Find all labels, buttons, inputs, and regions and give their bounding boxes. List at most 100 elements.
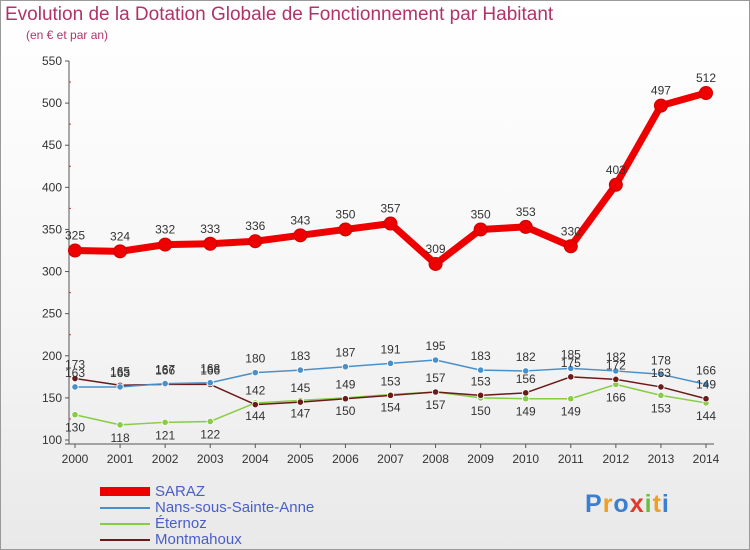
x-tick-label: 2000 bbox=[62, 452, 89, 466]
data-label: 149 bbox=[516, 405, 536, 419]
data-label: 182 bbox=[606, 350, 626, 364]
data-label: 163 bbox=[110, 366, 130, 380]
data-label: 173 bbox=[65, 358, 85, 372]
data-point bbox=[657, 383, 665, 391]
data-point bbox=[428, 256, 443, 271]
data-label: 309 bbox=[426, 242, 446, 256]
logo-letter: P bbox=[585, 490, 603, 518]
y-tick-label: 550 bbox=[42, 54, 62, 68]
data-point bbox=[206, 417, 214, 426]
data-label: 165 bbox=[110, 364, 130, 378]
x-tick-label: 2009 bbox=[467, 452, 494, 466]
data-label: 512 bbox=[696, 71, 716, 85]
legend-label-eternoz: Éternoz bbox=[155, 515, 207, 532]
data-label: 195 bbox=[426, 339, 446, 353]
data-label: 350 bbox=[335, 207, 355, 221]
data-label: 142 bbox=[245, 384, 265, 398]
x-tick-label: 2013 bbox=[648, 452, 675, 466]
data-point bbox=[161, 418, 169, 426]
data-point bbox=[293, 228, 308, 243]
data-point bbox=[608, 177, 623, 192]
data-point bbox=[71, 411, 79, 419]
data-label: 191 bbox=[380, 342, 400, 356]
data-point bbox=[383, 216, 398, 231]
data-label: 118 bbox=[111, 431, 130, 445]
data-label: 172 bbox=[606, 358, 626, 372]
data-label: 156 bbox=[516, 372, 536, 386]
data-label: 330 bbox=[561, 224, 581, 238]
data-point bbox=[522, 367, 530, 375]
data-label: 324 bbox=[110, 229, 130, 243]
x-tick-label: 2003 bbox=[197, 452, 224, 466]
y-tick-label: 500 bbox=[42, 96, 62, 110]
x-tick-label: 2002 bbox=[152, 452, 179, 466]
y-tick-label: 250 bbox=[42, 307, 62, 321]
data-label: 157 bbox=[426, 398, 446, 412]
data-label: 130 bbox=[65, 421, 85, 435]
data-point bbox=[251, 369, 259, 377]
data-label: 175 bbox=[561, 356, 581, 370]
data-label: 357 bbox=[380, 202, 400, 216]
data-label: 149 bbox=[696, 378, 716, 392]
data-point bbox=[161, 379, 169, 388]
data-point bbox=[431, 388, 440, 396]
y-tick-label: 450 bbox=[42, 138, 62, 152]
data-point bbox=[116, 383, 124, 391]
data-point bbox=[338, 222, 353, 237]
data-point bbox=[296, 398, 304, 406]
x-tick-label: 2014 bbox=[693, 452, 720, 466]
data-point bbox=[71, 383, 79, 391]
data-label: 166 bbox=[155, 363, 175, 377]
logo-letter: t bbox=[652, 490, 662, 518]
data-point bbox=[248, 234, 263, 249]
data-point bbox=[473, 222, 488, 237]
data-label: 153 bbox=[651, 401, 671, 415]
x-tick-label: 2001 bbox=[107, 452, 134, 466]
data-label: 325 bbox=[65, 229, 85, 243]
data-point bbox=[206, 379, 214, 387]
y-tick-label: 150 bbox=[42, 391, 62, 405]
y-tick-label: 350 bbox=[42, 222, 62, 236]
data-point bbox=[563, 239, 578, 254]
data-point bbox=[653, 98, 668, 113]
x-tick-label: 2007 bbox=[377, 452, 404, 466]
proxiti-logo: Proxiti bbox=[585, 490, 670, 519]
y-tick-label: 200 bbox=[42, 349, 62, 363]
data-label: 149 bbox=[561, 405, 581, 419]
data-label: 180 bbox=[245, 352, 265, 366]
data-label: 168 bbox=[200, 362, 220, 376]
data-point bbox=[567, 364, 575, 373]
data-point bbox=[71, 374, 79, 383]
data-label: 336 bbox=[245, 219, 265, 233]
data-label: 163 bbox=[651, 366, 671, 380]
logo-letter: i bbox=[644, 490, 653, 518]
data-point bbox=[657, 370, 665, 378]
x-tick-label: 2004 bbox=[242, 452, 269, 466]
legend-swatch-nans bbox=[100, 507, 150, 509]
y-tick-label: 400 bbox=[42, 180, 62, 194]
data-label: 333 bbox=[200, 222, 220, 236]
data-label: 350 bbox=[471, 207, 491, 221]
data-point bbox=[477, 391, 485, 399]
data-label: 154 bbox=[380, 401, 400, 415]
data-label: 497 bbox=[651, 84, 671, 98]
data-label: 144 bbox=[245, 409, 265, 423]
data-point bbox=[431, 356, 440, 364]
data-point bbox=[612, 367, 620, 375]
data-point bbox=[657, 391, 665, 399]
data-label: 403 bbox=[606, 163, 626, 177]
series-line-saraz bbox=[74, 89, 707, 268]
legend-swatch-montmahoux bbox=[100, 539, 150, 541]
data-point bbox=[612, 375, 620, 383]
logo-letter: i bbox=[661, 490, 670, 518]
legend-label-montmahoux: Montmahoux bbox=[155, 531, 242, 548]
data-label: 183 bbox=[290, 349, 310, 363]
logo-letter: o bbox=[613, 490, 630, 518]
x-tick-label: 2006 bbox=[332, 452, 359, 466]
data-point bbox=[116, 421, 124, 429]
data-label: 167 bbox=[155, 363, 175, 377]
data-label: 149 bbox=[335, 378, 355, 392]
data-point bbox=[567, 373, 575, 381]
x-tick-label: 2010 bbox=[512, 452, 539, 466]
